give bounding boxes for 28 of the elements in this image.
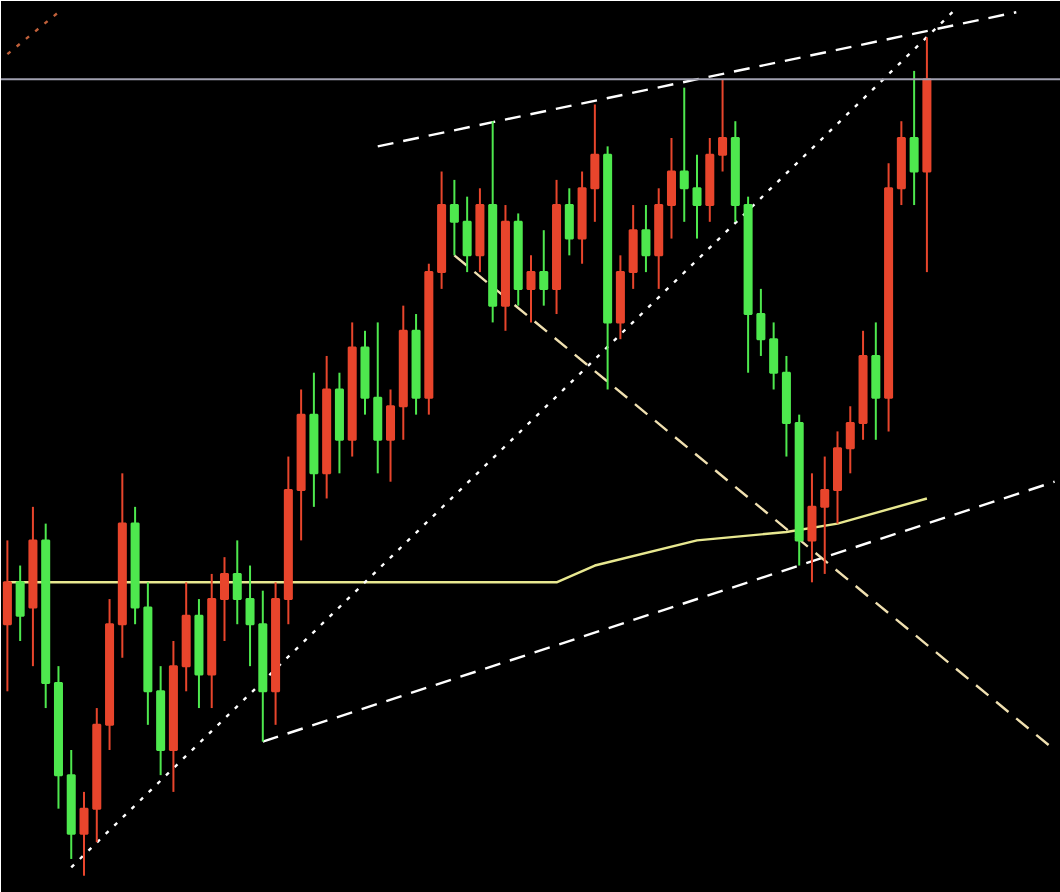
candlestick	[386, 388, 396, 483]
candlestick	[628, 204, 638, 290]
candlestick	[820, 455, 830, 575]
candlestick	[871, 321, 881, 441]
candlestick	[807, 472, 817, 584]
candlestick	[769, 321, 779, 391]
candlestick	[590, 103, 600, 223]
candlestick	[15, 564, 25, 642]
candlestick	[692, 153, 702, 240]
candlestick	[373, 321, 383, 475]
candlestick	[679, 86, 689, 223]
candlestick	[641, 204, 651, 274]
candlestick	[909, 69, 919, 207]
candlestick	[245, 564, 255, 668]
candlestick	[756, 287, 766, 357]
candlestick	[845, 405, 855, 475]
candlestick	[666, 136, 676, 240]
candlestick	[718, 78, 728, 173]
candlestick	[539, 229, 549, 307]
candlestick	[832, 430, 843, 525]
candlestick	[232, 539, 242, 626]
candlestick	[79, 790, 89, 877]
candlestick	[2, 539, 12, 693]
candlestick	[526, 254, 536, 324]
candlestick	[219, 556, 230, 642]
candlestick	[564, 187, 574, 257]
candlestick	[449, 178, 459, 257]
candlestick	[462, 195, 472, 274]
